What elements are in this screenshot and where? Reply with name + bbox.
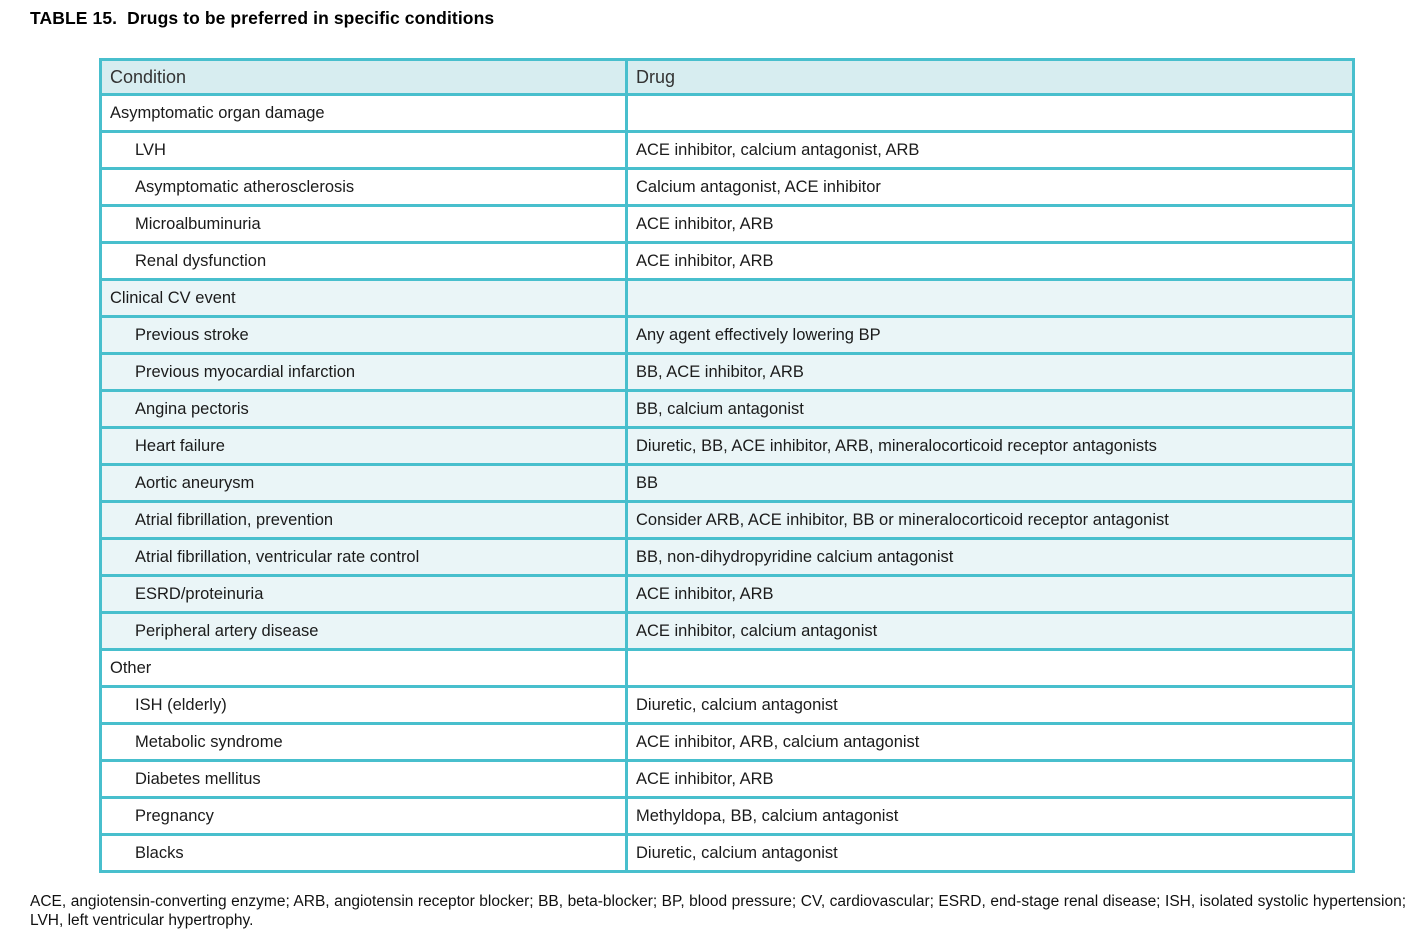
table-row: Renal dysfunction ACE inhibitor, ARB — [99, 241, 1355, 281]
drug-cell: ACE inhibitor, ARB — [625, 574, 1355, 614]
drug-cell: ACE inhibitor, calcium antagonist — [625, 611, 1355, 651]
drug-cell: ACE inhibitor, ARB — [625, 241, 1355, 281]
condition-cell: Asymptomatic organ damage — [99, 93, 628, 133]
drug-cell: BB, ACE inhibitor, ARB — [625, 352, 1355, 392]
header-row: Condition Drug — [99, 58, 1355, 96]
table-row: Pregnancy Methyldopa, BB, calcium antago… — [99, 796, 1355, 836]
condition-cell: Angina pectoris — [99, 389, 628, 429]
section-row: Other — [99, 648, 1355, 688]
table-row: ESRD/proteinuria ACE inhibitor, ARB — [99, 574, 1355, 614]
table-row: Microalbuminuria ACE inhibitor, ARB — [99, 204, 1355, 244]
table-row: Aortic aneurysm BB — [99, 463, 1355, 503]
table-row: Asymptomatic atherosclerosis Calcium ant… — [99, 167, 1355, 207]
table-title-text: Drugs to be preferred in specific condit… — [127, 8, 495, 28]
condition-cell: Peripheral artery disease — [99, 611, 628, 651]
drug-cell: BB, calcium antagonist — [625, 389, 1355, 429]
condition-cell: Atrial fibrillation, ventricular rate co… — [99, 537, 628, 577]
table-body: Asymptomatic organ damage LVH ACE inhibi… — [99, 93, 1355, 873]
section-row: Clinical CV event — [99, 278, 1355, 318]
drug-cell — [625, 648, 1355, 688]
table-title-number: TABLE 15. — [30, 8, 118, 28]
condition-cell: LVH — [99, 130, 628, 170]
drug-cell — [625, 93, 1355, 133]
drug-cell: Consider ARB, ACE inhibitor, BB or miner… — [625, 500, 1355, 540]
condition-cell: Diabetes mellitus — [99, 759, 628, 799]
drug-cell: BB — [625, 463, 1355, 503]
page: TABLE 15. Drugs to be preferred in specif… — [0, 8, 1418, 947]
table-row: Previous myocardial infarction BB, ACE i… — [99, 352, 1355, 392]
column-header-drug: Drug — [625, 58, 1355, 96]
drug-cell: Diuretic, calcium antagonist — [625, 685, 1355, 725]
abbreviations-footnote: ACE, angiotensin-converting enzyme; ARB,… — [30, 893, 1406, 930]
condition-cell: Metabolic syndrome — [99, 722, 628, 762]
drug-cell: Methyldopa, BB, calcium antagonist — [625, 796, 1355, 836]
condition-cell: Previous stroke — [99, 315, 628, 355]
drug-cell: ACE inhibitor, ARB — [625, 759, 1355, 799]
drug-cell: Any agent effectively lowering BP — [625, 315, 1355, 355]
table-row: Angina pectoris BB, calcium antagonist — [99, 389, 1355, 429]
drug-cell: Diuretic, BB, ACE inhibitor, ARB, minera… — [625, 426, 1355, 466]
condition-cell: Clinical CV event — [99, 278, 628, 318]
preferred-drugs-table: Condition Drug Asymptomatic organ damage… — [99, 58, 1355, 873]
condition-cell: Microalbuminuria — [99, 204, 628, 244]
table-row: ISH (elderly) Diuretic, calcium antagoni… — [99, 685, 1355, 725]
table-row: Atrial fibrillation, ventricular rate co… — [99, 537, 1355, 577]
table-row: Metabolic syndrome ACE inhibitor, ARB, c… — [99, 722, 1355, 762]
drug-cell: ACE inhibitor, ARB — [625, 204, 1355, 244]
table-row: LVH ACE inhibitor, calcium antagonist, A… — [99, 130, 1355, 170]
condition-cell: Atrial fibrillation, prevention — [99, 500, 628, 540]
table-row: Blacks Diuretic, calcium antagonist — [99, 833, 1355, 873]
table-row: Heart failure Diuretic, BB, ACE inhibito… — [99, 426, 1355, 466]
table-header: Condition Drug — [99, 58, 1355, 96]
table-row: Atrial fibrillation, prevention Consider… — [99, 500, 1355, 540]
drug-cell: Calcium antagonist, ACE inhibitor — [625, 167, 1355, 207]
drug-cell: ACE inhibitor, ARB, calcium antagonist — [625, 722, 1355, 762]
condition-cell: Renal dysfunction — [99, 241, 628, 281]
condition-cell: Previous myocardial infarction — [99, 352, 628, 392]
drug-cell: Diuretic, calcium antagonist — [625, 833, 1355, 873]
drug-cell: BB, non-dihydropyridine calcium antagoni… — [625, 537, 1355, 577]
condition-cell: Heart failure — [99, 426, 628, 466]
table-row: Peripheral artery disease ACE inhibitor,… — [99, 611, 1355, 651]
condition-cell: ESRD/proteinuria — [99, 574, 628, 614]
condition-cell: ISH (elderly) — [99, 685, 628, 725]
section-row: Asymptomatic organ damage — [99, 93, 1355, 133]
drug-cell: ACE inhibitor, calcium antagonist, ARB — [625, 130, 1355, 170]
column-header-condition: Condition — [99, 58, 628, 96]
table-row: Previous stroke Any agent effectively lo… — [99, 315, 1355, 355]
condition-cell: Asymptomatic atherosclerosis — [99, 167, 628, 207]
condition-cell: Blacks — [99, 833, 628, 873]
drug-cell — [625, 278, 1355, 318]
table-row: Diabetes mellitus ACE inhibitor, ARB — [99, 759, 1355, 799]
condition-cell: Other — [99, 648, 628, 688]
table-title: TABLE 15. Drugs to be preferred in specif… — [30, 8, 1418, 29]
condition-cell: Aortic aneurysm — [99, 463, 628, 503]
condition-cell: Pregnancy — [99, 796, 628, 836]
